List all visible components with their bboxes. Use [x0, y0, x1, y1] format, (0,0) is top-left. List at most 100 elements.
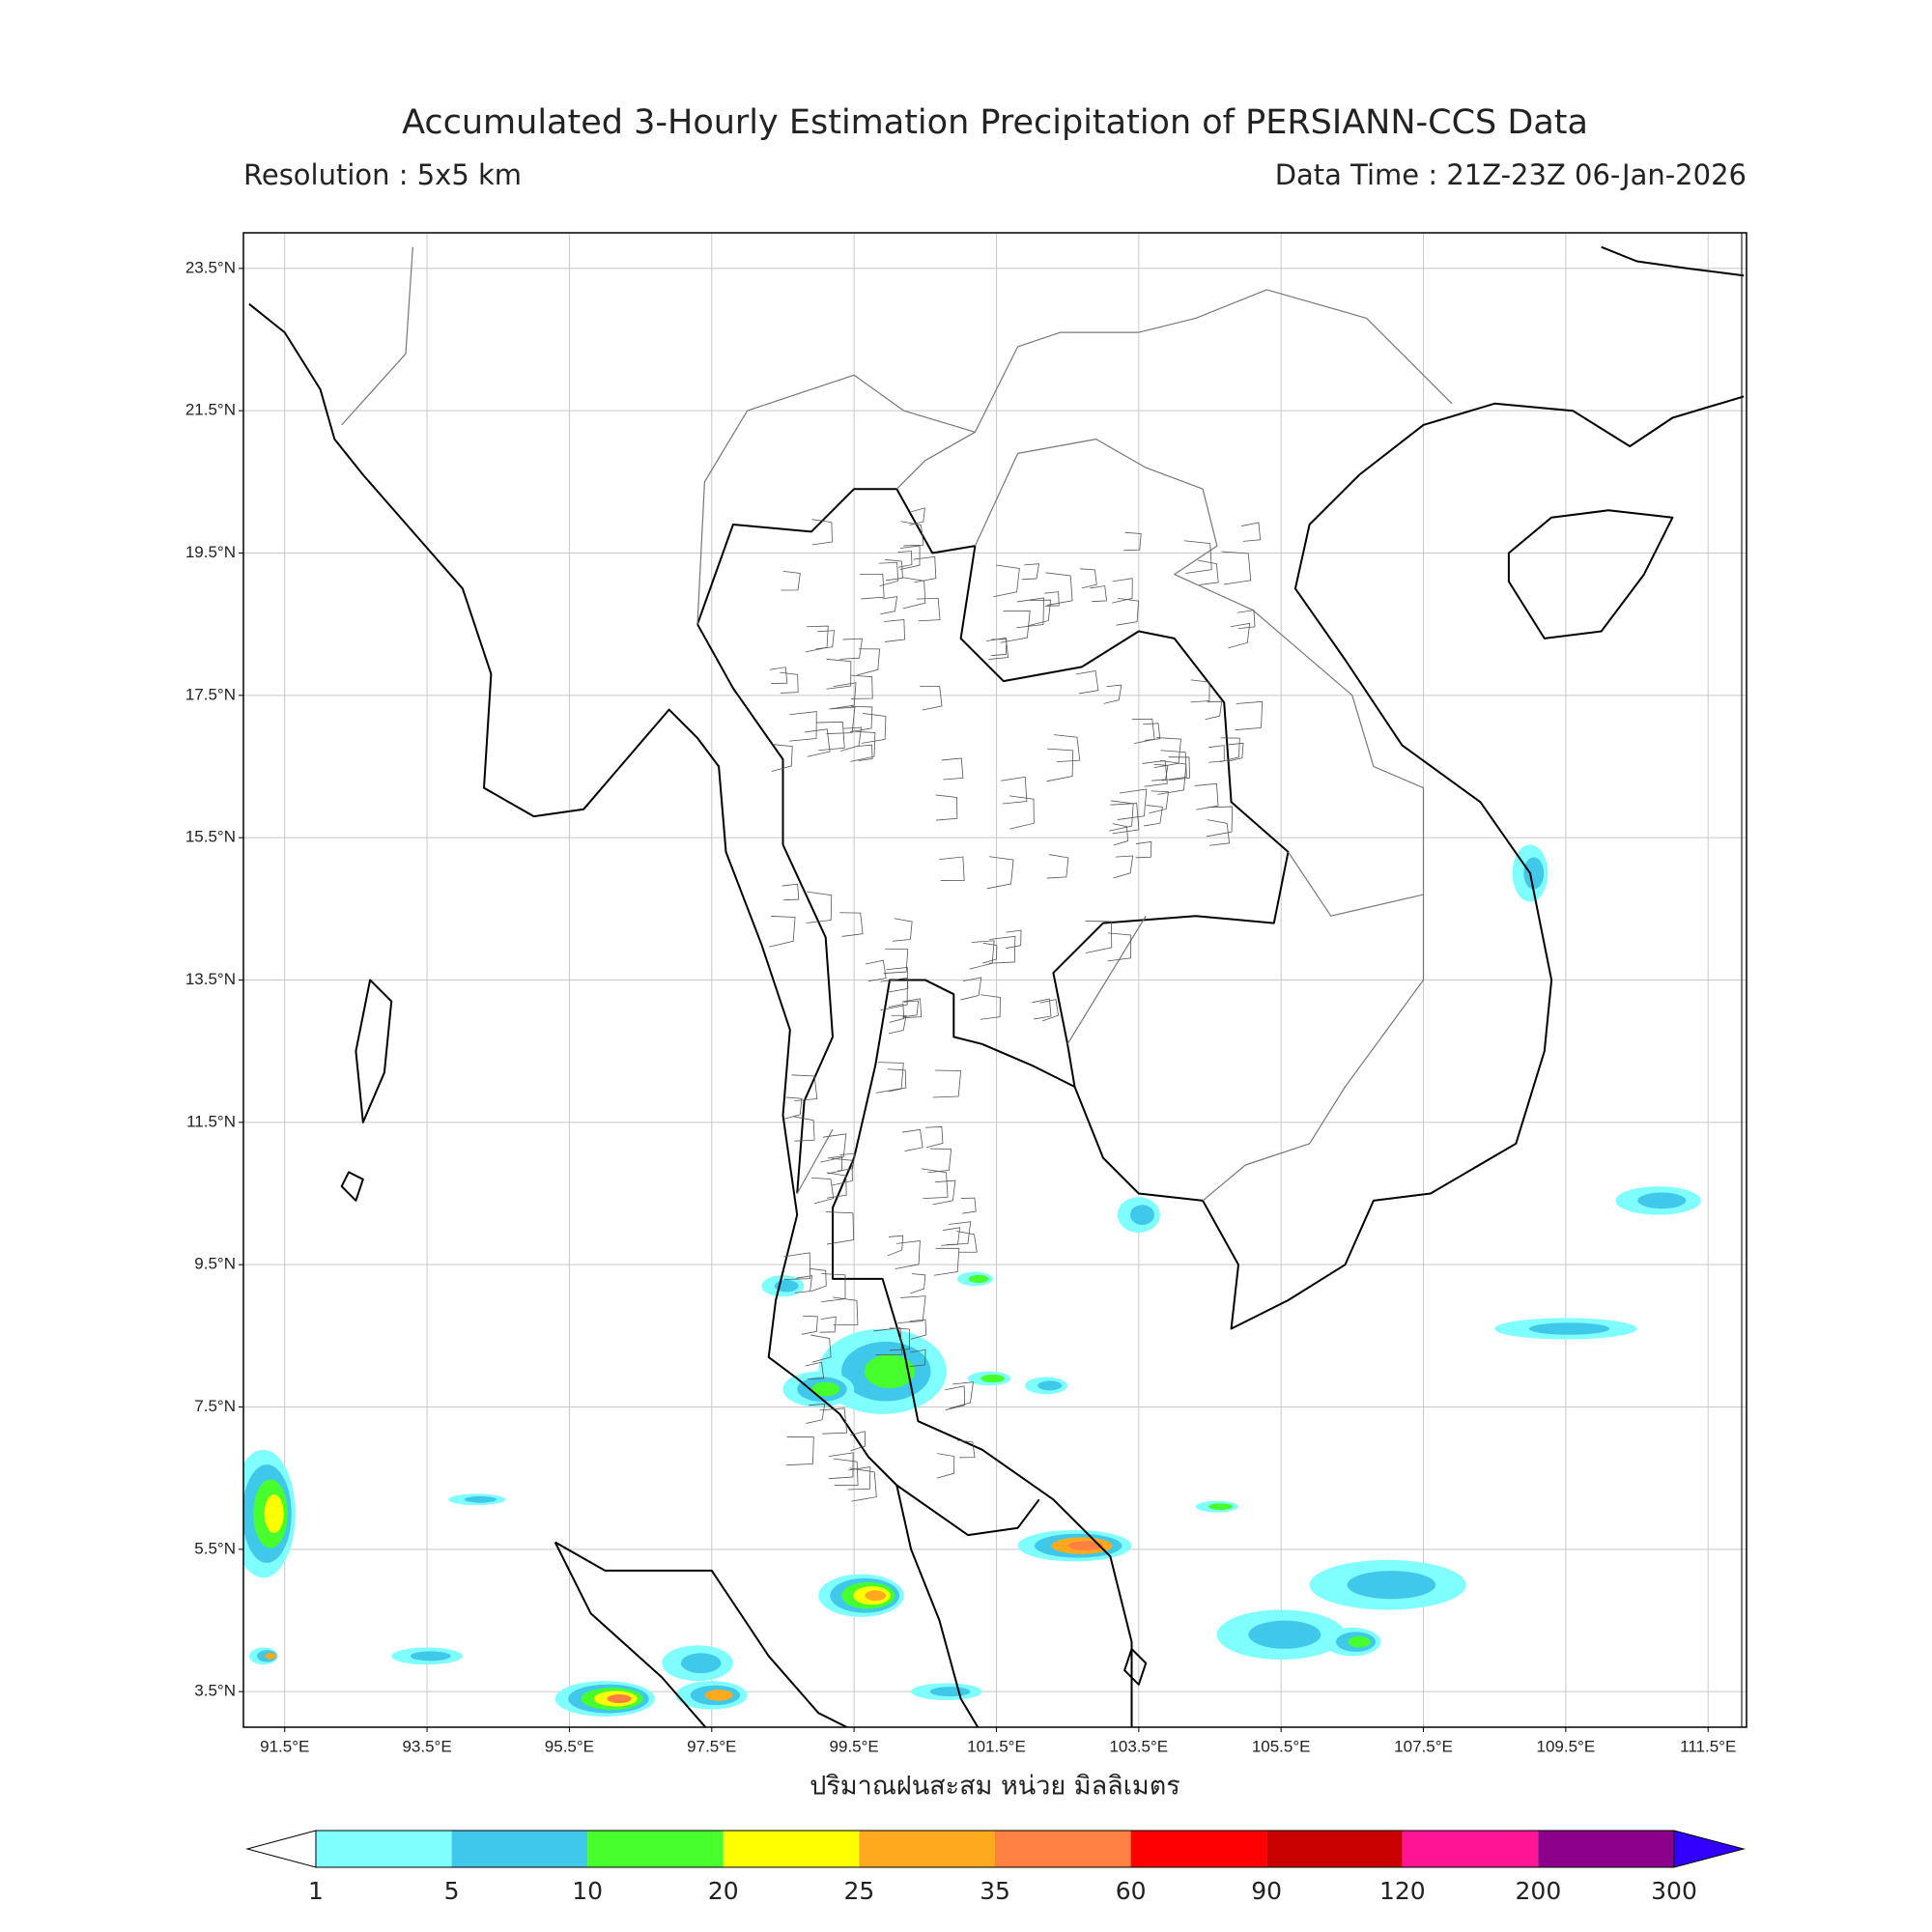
province-border: [932, 1069, 962, 1098]
province-border: [892, 918, 913, 942]
province-border: [1143, 723, 1161, 741]
rain-cell: [264, 1493, 284, 1534]
lat-tick-label: 11.5°N: [186, 1112, 236, 1130]
province-border: [873, 1327, 903, 1356]
province-border: [837, 1152, 856, 1172]
province-border: [827, 1155, 843, 1175]
province-border: [895, 1240, 921, 1269]
province-border: [921, 1168, 949, 1199]
colorbar-tick-label: 1: [308, 1877, 324, 1905]
province-border: [941, 1227, 961, 1246]
coastline: [248, 302, 980, 1727]
country-border: [796, 1128, 834, 1194]
province-border: [936, 1453, 955, 1479]
data-time: Data Time : 21Z-23Z 06-Jan-2026: [1275, 158, 1747, 191]
province-border: [982, 942, 998, 964]
province-border: [980, 994, 1001, 1020]
province-border: [883, 948, 909, 974]
lon-tick-label: 105.5°E: [1252, 1737, 1311, 1755]
province-border: [969, 940, 995, 970]
province-border: [1144, 805, 1163, 827]
province-border: [826, 706, 856, 734]
province-border: [1113, 855, 1134, 879]
coastline: [554, 1541, 849, 1727]
rain-cell: [265, 1652, 276, 1660]
province-border: [1206, 806, 1234, 838]
province-border: [789, 711, 817, 742]
province-border: [933, 1247, 960, 1276]
colorbar-segment: [1130, 1831, 1267, 1867]
colorbar-segment: [587, 1831, 724, 1867]
province-border: [1027, 599, 1052, 627]
province-border: [1194, 782, 1219, 810]
province-border: [897, 1295, 926, 1323]
colorbar-segment: [1266, 1831, 1403, 1867]
province-border: [889, 1327, 911, 1351]
rain-cell: [968, 1274, 989, 1284]
province-border: [945, 1385, 966, 1410]
province-border: [1117, 788, 1148, 820]
province-border: [988, 935, 1016, 964]
lon-tick-label: 109.5°E: [1537, 1737, 1596, 1755]
province-border: [1227, 742, 1244, 762]
province-border: [847, 1466, 871, 1491]
rain-cell: [1037, 1380, 1063, 1391]
colorbar-tick-label: 10: [572, 1877, 603, 1905]
province-border: [957, 1439, 976, 1459]
colorbar-over: [1673, 1830, 1746, 1868]
lon-tick-label: 95.5°E: [545, 1737, 594, 1755]
province-border: [1135, 840, 1152, 859]
country-border: [974, 439, 1425, 1202]
province-border: [806, 891, 833, 923]
colorbar-tick-label: 5: [444, 1877, 460, 1905]
province-border: [1157, 760, 1187, 795]
province-border: [821, 1273, 846, 1303]
lon-tick-label: 91.5°E: [260, 1737, 309, 1755]
province-border: [1131, 718, 1155, 744]
province-border: [888, 1004, 905, 1023]
province-border: [865, 959, 887, 982]
rain-cell: [929, 1687, 971, 1697]
province-border: [850, 730, 876, 762]
province-border: [1001, 776, 1028, 805]
province-border: [816, 721, 845, 752]
province-border: [932, 1179, 956, 1206]
province-border: [862, 713, 887, 744]
colorbar-tick-label: 25: [843, 1877, 874, 1905]
rain-cell: [864, 1354, 916, 1389]
province-border: [902, 1000, 920, 1018]
island: [1123, 1648, 1148, 1686]
province-border: [858, 744, 873, 761]
colorbar-segment: [723, 1831, 860, 1867]
province-border: [1235, 700, 1264, 731]
lat-tick-label: 13.5°N: [185, 970, 236, 988]
province-border: [993, 564, 1020, 598]
province-border: [901, 1128, 923, 1151]
province-border: [819, 1407, 848, 1435]
thailand-border: [895, 1484, 1040, 1537]
province-border: [880, 977, 908, 1011]
colorbar-tick-label: 20: [708, 1877, 739, 1905]
province-border: [828, 1452, 854, 1480]
province-border: [780, 671, 799, 694]
province-border: [1142, 760, 1168, 787]
lat-tick-label: 17.5°N: [185, 685, 236, 703]
province-border: [1090, 585, 1107, 603]
province-border: [909, 507, 925, 526]
colorbar: 1 5 10 20 25 35 60 90 120 200 300: [245, 1830, 1746, 1905]
province-border: [1208, 745, 1225, 763]
province-border: [910, 1273, 926, 1294]
rain-cell: [1130, 1205, 1154, 1226]
lon-tick-label: 107.5°E: [1394, 1737, 1453, 1755]
province-border: [1151, 763, 1169, 781]
country-border: [696, 289, 1453, 625]
province-border: [832, 1296, 859, 1325]
province-border: [840, 726, 863, 752]
island: [355, 979, 393, 1123]
resolution: Resolution : 5x5 km: [243, 158, 522, 191]
province-border: [1005, 929, 1022, 950]
province-border: [1054, 734, 1081, 762]
province-border: [831, 1157, 853, 1186]
province-border: [1000, 610, 1031, 643]
